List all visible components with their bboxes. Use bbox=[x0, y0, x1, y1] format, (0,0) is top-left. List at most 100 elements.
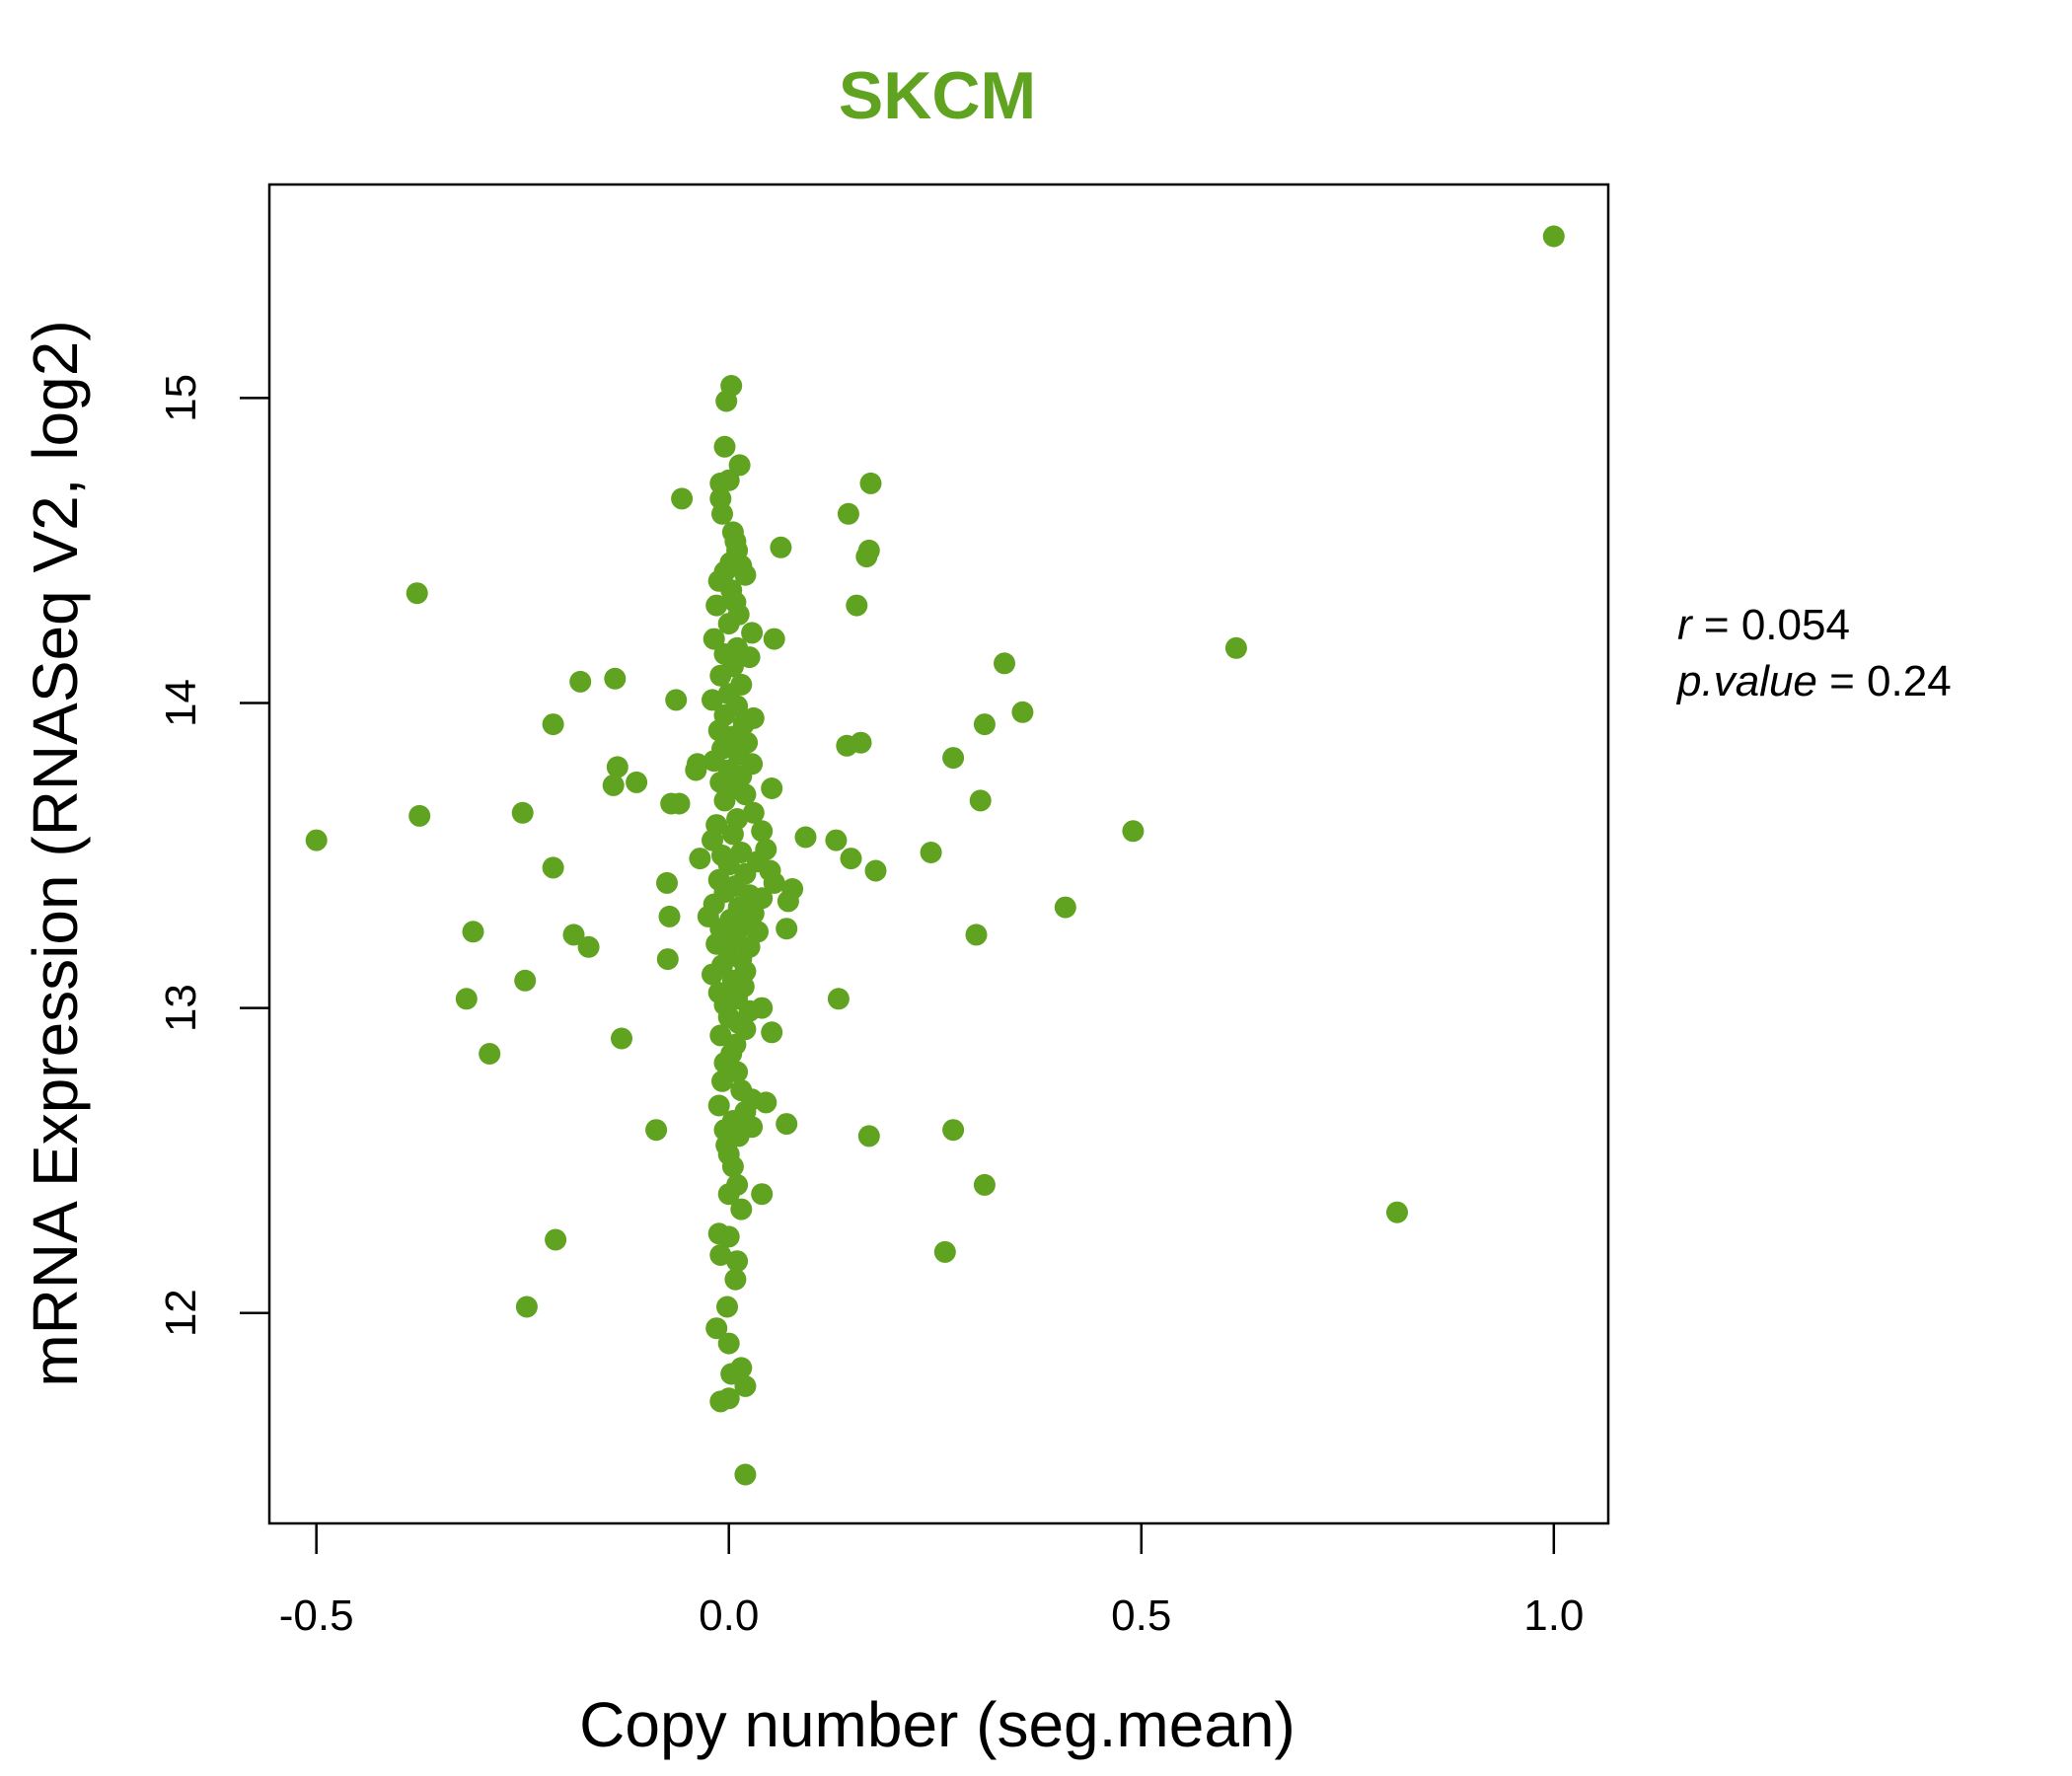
data-points bbox=[305, 225, 1565, 1486]
plot-frame bbox=[267, 183, 1610, 1525]
data-point bbox=[671, 487, 694, 510]
data-point bbox=[965, 924, 988, 946]
data-point bbox=[660, 792, 683, 815]
data-point bbox=[741, 622, 764, 644]
r-symbol: r bbox=[1677, 601, 1694, 649]
correlation-p: p.value = 0.24 bbox=[1675, 657, 1952, 705]
data-point bbox=[720, 1363, 743, 1385]
data-point bbox=[794, 826, 817, 849]
data-point bbox=[686, 753, 708, 776]
data-point bbox=[716, 1295, 738, 1318]
data-point bbox=[1122, 820, 1145, 843]
data-point bbox=[703, 628, 725, 650]
data-point bbox=[715, 390, 738, 412]
data-point bbox=[656, 948, 679, 971]
chart-title: SKCM bbox=[839, 58, 1036, 133]
data-point bbox=[942, 1119, 965, 1142]
data-point bbox=[721, 823, 744, 846]
data-point bbox=[408, 804, 431, 827]
data-point bbox=[742, 801, 765, 824]
p-value: 0.24 bbox=[1867, 657, 1952, 705]
p-equals: = bbox=[1829, 657, 1867, 705]
data-point bbox=[855, 546, 878, 568]
data-point bbox=[705, 1317, 728, 1340]
data-point bbox=[857, 1125, 880, 1147]
data-point bbox=[776, 918, 798, 940]
data-point bbox=[709, 1244, 732, 1266]
data-point bbox=[645, 1119, 668, 1142]
data-point bbox=[542, 713, 564, 736]
data-point bbox=[730, 1198, 753, 1221]
data-point bbox=[717, 1225, 740, 1248]
data-point bbox=[1542, 225, 1565, 248]
data-point bbox=[606, 756, 629, 778]
data-point bbox=[840, 848, 862, 870]
data-point bbox=[713, 435, 736, 458]
x-axis-label: Copy number (seg.mean) bbox=[579, 1689, 1295, 1760]
data-point bbox=[770, 536, 792, 558]
data-point bbox=[707, 1094, 730, 1117]
data-point bbox=[702, 689, 723, 711]
data-point bbox=[726, 1250, 749, 1273]
data-point bbox=[709, 1390, 732, 1413]
data-point bbox=[665, 689, 688, 711]
data-point bbox=[569, 670, 592, 693]
data-point bbox=[827, 988, 850, 1010]
data-point bbox=[933, 1240, 956, 1263]
data-point bbox=[864, 859, 887, 882]
data-point bbox=[734, 1463, 757, 1486]
y-tick-label: 14 bbox=[157, 679, 205, 727]
data-point bbox=[1224, 636, 1247, 659]
data-point bbox=[1054, 896, 1076, 919]
data-point bbox=[942, 747, 965, 770]
data-point bbox=[462, 921, 484, 943]
data-point bbox=[763, 628, 785, 650]
x-tick-label: 1.0 bbox=[1523, 1591, 1584, 1640]
correlation-r: r = 0.054 bbox=[1677, 601, 1850, 649]
data-point bbox=[728, 454, 751, 477]
r-equals: = bbox=[1704, 601, 1741, 649]
data-point bbox=[717, 1332, 740, 1355]
data-point bbox=[479, 1043, 501, 1065]
r-value: 0.054 bbox=[1741, 601, 1850, 649]
data-point bbox=[656, 871, 678, 894]
data-point bbox=[542, 856, 564, 879]
data-point bbox=[761, 777, 783, 799]
p-symbol: p.value bbox=[1675, 657, 1817, 705]
data-point bbox=[825, 829, 848, 851]
data-point bbox=[734, 1374, 757, 1397]
y-axis-label: mRNA Expression (RNASeq V2, log2) bbox=[20, 320, 91, 1386]
y-tick-label: 12 bbox=[157, 1289, 205, 1337]
data-point bbox=[969, 789, 992, 812]
data-point bbox=[1386, 1201, 1408, 1223]
data-point bbox=[994, 652, 1015, 675]
data-point bbox=[721, 1155, 744, 1178]
data-point bbox=[611, 1027, 632, 1050]
data-point bbox=[734, 563, 757, 586]
data-point bbox=[515, 1295, 538, 1318]
data-point bbox=[717, 613, 740, 635]
data-point bbox=[850, 731, 872, 754]
data-point bbox=[626, 771, 648, 793]
x-axis: -0.5 0.0 0.5 1.0 bbox=[279, 1523, 1584, 1640]
data-point bbox=[920, 842, 942, 863]
data-point bbox=[689, 848, 711, 870]
data-point bbox=[602, 774, 625, 796]
data-point bbox=[738, 646, 761, 669]
data-point bbox=[973, 713, 996, 736]
data-point bbox=[455, 988, 478, 1010]
data-point bbox=[709, 664, 732, 687]
data-point bbox=[846, 594, 868, 617]
data-point bbox=[711, 502, 733, 525]
data-point bbox=[713, 789, 736, 812]
x-tick-label: 0.5 bbox=[1111, 1591, 1171, 1640]
data-point bbox=[514, 969, 537, 992]
data-point bbox=[763, 871, 785, 894]
data-point bbox=[973, 1173, 996, 1196]
data-point bbox=[406, 582, 428, 605]
x-tick-label: 0.0 bbox=[699, 1591, 759, 1640]
data-point bbox=[751, 820, 774, 843]
data-point bbox=[562, 924, 585, 946]
data-point bbox=[724, 1268, 747, 1291]
